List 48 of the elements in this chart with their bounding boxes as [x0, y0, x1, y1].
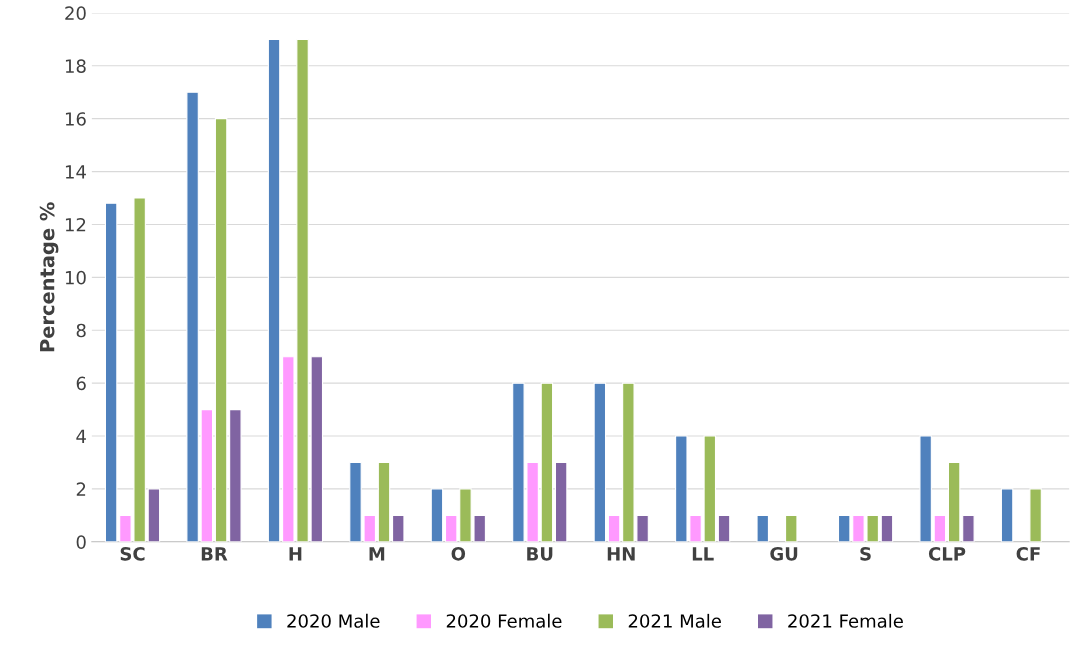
bar [717, 514, 731, 542]
y-tick-label: 0 [76, 535, 86, 549]
x-tick-label: HN [607, 547, 635, 561]
bar [104, 202, 118, 542]
bar [267, 38, 281, 542]
bar [593, 382, 607, 542]
legend-label: 2020 Male [287, 613, 380, 628]
bar [229, 409, 242, 542]
bar [607, 514, 621, 542]
y-tick-label: 12 [65, 217, 86, 232]
y-tick-label: 14 [65, 165, 86, 179]
y-tick-label: 16 [65, 112, 86, 126]
legend-label: 2021 Male [628, 613, 721, 628]
bar [377, 461, 391, 542]
x-tick-label: CF [1016, 546, 1040, 561]
y-tick-label: 2 [76, 482, 86, 496]
x-tick-label: S [860, 546, 871, 561]
bar [1029, 488, 1042, 542]
x-tick-label: O [451, 546, 466, 561]
bar [1000, 488, 1014, 542]
y-tick-label: 6 [76, 376, 86, 391]
legend-label: 2021 Female [788, 613, 903, 628]
bar [880, 514, 894, 542]
x-tick-label: H [289, 547, 302, 561]
y-tick-label: 4 [76, 429, 86, 443]
bar [756, 514, 770, 542]
y-tick-label: 20 [65, 6, 86, 21]
x-tick-label: SC [120, 546, 145, 561]
x-tick-label: LL [692, 547, 714, 561]
bar [214, 118, 228, 542]
x-tick-label: CLP [928, 546, 966, 561]
bar [933, 514, 947, 542]
x-tick-label: BR [201, 547, 228, 561]
bar [919, 435, 932, 542]
bar [784, 514, 798, 542]
bar [540, 382, 554, 542]
x-tick-label: BU [527, 547, 553, 561]
y-tick-label: 18 [65, 59, 86, 73]
bar [147, 488, 161, 542]
y-axis-title: Percentage % [39, 202, 59, 352]
bar [391, 514, 405, 542]
legend-label: 2020 Female [446, 613, 562, 628]
y-tick-label: 10 [65, 270, 86, 285]
x-tick-label: M [369, 547, 385, 561]
bar [430, 488, 444, 542]
y-tick-label: 8 [76, 323, 86, 338]
bar [554, 461, 568, 542]
x-tick-label: GU [770, 546, 798, 561]
